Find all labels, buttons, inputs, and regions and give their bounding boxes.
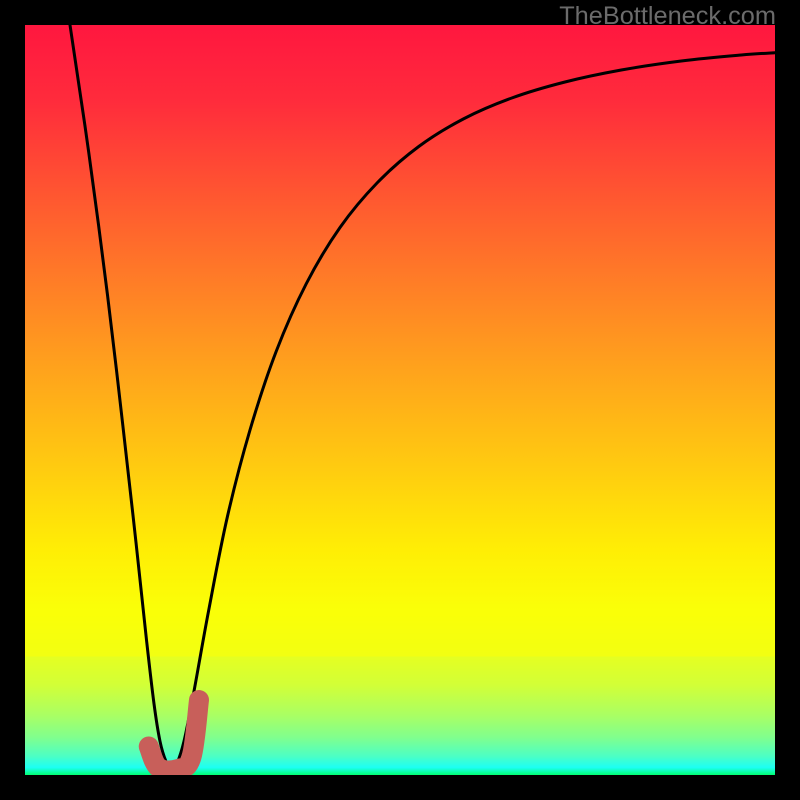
plot-area	[25, 25, 775, 775]
plot-svg	[25, 25, 775, 775]
chart-frame: TheBottleneck.com	[0, 0, 800, 800]
gradient-background	[25, 25, 775, 775]
watermark-text: TheBottleneck.com	[559, 2, 776, 31]
yellow-overlay-band	[25, 612, 775, 657]
